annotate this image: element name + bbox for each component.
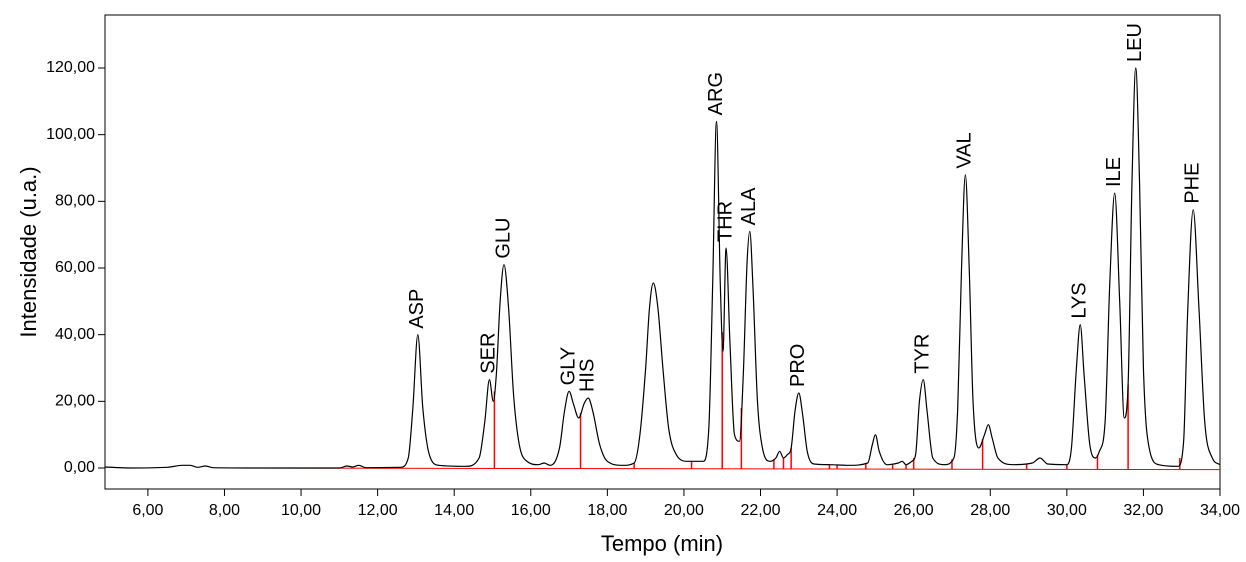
peak-label: TYR: [912, 334, 934, 374]
peak-label: ASP: [406, 289, 428, 329]
peak-label: PHE: [1181, 163, 1203, 204]
peak-label: SER: [478, 333, 500, 374]
trace: [104, 67, 1221, 469]
peak-label: GLU: [492, 218, 514, 259]
peak-label: ILE: [1103, 157, 1125, 187]
x-tick-label: 32,00: [1123, 502, 1163, 519]
x-axis-title: Tempo (min): [601, 531, 723, 556]
peak-label: THR: [714, 201, 736, 242]
peak-label: LEU: [1124, 23, 1146, 62]
y-tick-label: 120,00: [46, 59, 95, 76]
plot-frame: [104, 14, 1221, 490]
baseline: [243, 467, 1221, 471]
x-tick-label: 26,00: [894, 502, 934, 519]
y-tick-label: 80,00: [55, 193, 95, 210]
y-tick-label: 20,00: [55, 393, 95, 410]
x-tick-label: 28,00: [970, 502, 1010, 519]
x-tick-label: 22,00: [740, 502, 780, 519]
x-tick-label: 24,00: [817, 502, 857, 519]
peak-label: ARG: [705, 72, 727, 115]
y-tick-label: 100,00: [46, 126, 95, 143]
peak-label: HIS: [576, 359, 598, 392]
peak-label: VAL: [954, 132, 976, 168]
y-axis-title: Intensidade (u.a.): [16, 166, 41, 337]
y-tick-label: 0,00: [64, 459, 95, 476]
x-tick-label: 8,00: [209, 502, 240, 519]
x-tick-label: 14,00: [434, 502, 474, 519]
x-tick-label: 12,00: [358, 502, 398, 519]
x-tick-label: 16,00: [511, 502, 551, 519]
peak-label: LYS: [1069, 282, 1091, 318]
y-tick-label: 60,00: [55, 259, 95, 276]
x-tick-label: 18,00: [587, 502, 627, 519]
peak-label: ALA: [738, 187, 760, 225]
y-tick-label: 40,00: [55, 326, 95, 343]
peak-label: GLY: [557, 347, 579, 386]
x-tick-label: 20,00: [664, 502, 704, 519]
peak-label: PRO: [787, 344, 809, 387]
x-tick-label: 10,00: [281, 502, 321, 519]
x-tick-label: 30,00: [1047, 502, 1087, 519]
x-tick-label: 34,00: [1200, 502, 1240, 519]
x-tick-label: 6,00: [132, 502, 163, 519]
